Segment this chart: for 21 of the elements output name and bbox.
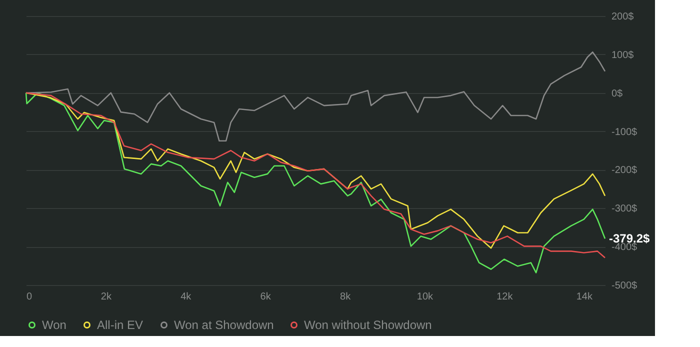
- x-tick-label: 6k: [260, 292, 272, 302]
- legend-label: All-in EV: [97, 318, 144, 332]
- legend-label: Won without Showdown: [304, 318, 432, 332]
- x-tick-label: 8k: [340, 292, 352, 302]
- x-tick-label: 0: [26, 292, 32, 302]
- legend-label: Won at Showdown: [174, 318, 274, 332]
- x-tick-label: 12k: [496, 292, 514, 302]
- y-tick-label: -200$: [612, 165, 638, 176]
- line-series: [25, 51, 606, 142]
- x-tick-label: 14k: [576, 292, 594, 302]
- y-tick-label: -500$: [612, 280, 638, 292]
- x-tick-label: 4k: [180, 292, 192, 302]
- x-tick-label: 2k: [100, 292, 112, 302]
- y-tick-label: -400$: [612, 242, 638, 254]
- y-tick-label: 200$: [612, 12, 634, 22]
- x-tick-label: 10k: [416, 292, 434, 302]
- y-tick-label: -100$: [612, 126, 638, 138]
- legend-label: Won: [42, 318, 66, 332]
- y-tick-label: 100$: [612, 50, 634, 61]
- y-tick-label: -300$: [612, 204, 638, 215]
- y-tick-label: 0$: [612, 88, 624, 100]
